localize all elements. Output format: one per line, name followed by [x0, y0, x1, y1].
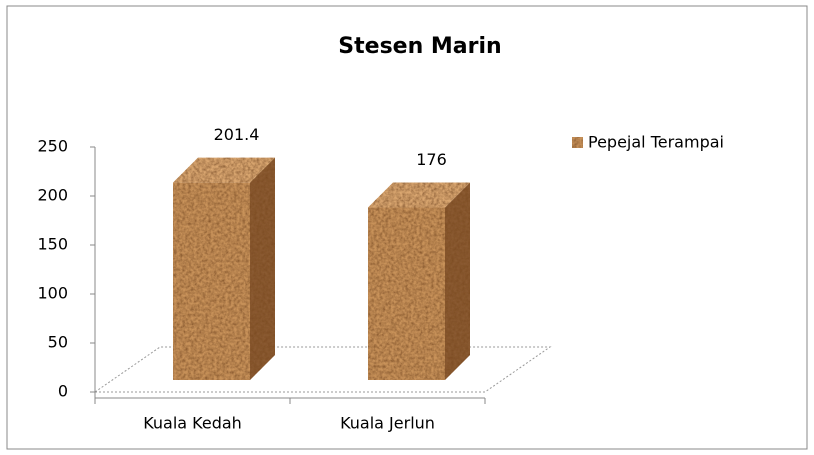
x-tick-label: Kuala Jerlun [340, 414, 435, 433]
value-label: 201.4 [214, 125, 260, 144]
bar-side [445, 182, 470, 380]
chart-title: Stesen Marin [338, 34, 501, 59]
bar-top [173, 157, 275, 183]
bar-side [250, 157, 275, 380]
legend-swatch [572, 137, 583, 148]
x-tick-label: Kuala Kedah [143, 414, 242, 433]
y-tick-label: 50 [48, 333, 68, 352]
bar-top [368, 182, 470, 208]
bar [173, 182, 250, 380]
y-tick-label: 250 [37, 137, 68, 156]
y-tick-label: 200 [37, 186, 68, 205]
legend-label: Pepejal Terampai [588, 133, 724, 152]
floor [93, 346, 552, 393]
value-label: 176 [416, 150, 447, 169]
y-tick-label: 150 [37, 235, 68, 254]
y-tick-label: 0 [58, 382, 68, 401]
bar [368, 207, 445, 380]
y-tick-label: 100 [37, 284, 68, 303]
